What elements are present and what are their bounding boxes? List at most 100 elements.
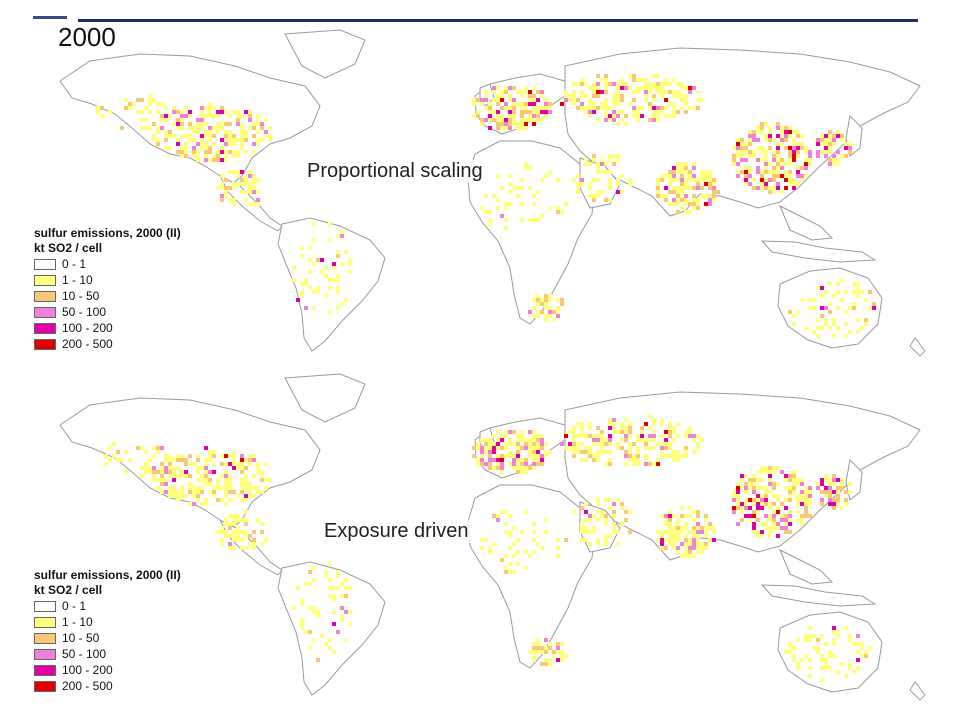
- emission-cell: [800, 522, 804, 526]
- emission-cell: [184, 134, 188, 138]
- emission-cell: [224, 490, 228, 494]
- emission-cell: [336, 574, 340, 578]
- emission-cell: [604, 170, 608, 174]
- emission-cell: [524, 550, 528, 554]
- emission-cell: [636, 110, 640, 114]
- emission-cell: [160, 466, 164, 470]
- legend-class-label: 50 - 100: [62, 305, 107, 319]
- legend-class: 0 - 1: [34, 598, 181, 614]
- emission-cell: [612, 162, 616, 166]
- emission-cell: [596, 510, 600, 514]
- emission-cell: [700, 550, 704, 554]
- emission-cell: [192, 130, 196, 134]
- emission-cell: [672, 106, 676, 110]
- emission-cell: [656, 74, 660, 78]
- emission-cell: [772, 482, 776, 486]
- emission-cell: [248, 186, 252, 190]
- emission-cell: [756, 502, 760, 506]
- emission-cell: [600, 106, 604, 110]
- emission-cell: [832, 482, 836, 486]
- emission-cell: [760, 498, 764, 502]
- legend-class: 100 - 200: [34, 662, 181, 678]
- emission-cell: [684, 546, 688, 550]
- emission-cell: [672, 458, 676, 462]
- emission-cell: [540, 462, 544, 466]
- emission-cell: [580, 442, 584, 446]
- emission-cell: [616, 82, 620, 86]
- emission-cell: [736, 146, 740, 150]
- emission-cell: [236, 494, 240, 498]
- emission-cell: [220, 462, 224, 466]
- emission-cell: [736, 162, 740, 166]
- emission-cell: [508, 106, 512, 110]
- emission-cell: [644, 82, 648, 86]
- emission-cell: [816, 150, 820, 154]
- emission-cell: [680, 530, 684, 534]
- emission-cell: [228, 122, 232, 126]
- emission-cell: [580, 422, 584, 426]
- emission-cell: [772, 522, 776, 526]
- emission-cell: [520, 118, 524, 122]
- emission-cell: [220, 138, 224, 142]
- emission-cell: [544, 662, 548, 666]
- legend-swatch: [34, 274, 56, 286]
- emission-cell: [592, 90, 596, 94]
- emission-cell: [616, 114, 620, 118]
- emission-cell: [768, 146, 772, 150]
- emission-cell: [860, 646, 864, 650]
- emission-cell: [296, 298, 300, 302]
- emission-cell: [816, 646, 820, 650]
- emission-cell: [500, 94, 504, 98]
- emission-cell: [328, 278, 332, 282]
- emission-cell: [596, 458, 600, 462]
- emission-cell: [164, 138, 168, 142]
- emission-cell: [136, 98, 140, 102]
- emission-cell: [224, 474, 228, 478]
- emission-cell: [760, 158, 764, 162]
- emission-cell: [292, 278, 296, 282]
- emission-cell: [620, 118, 624, 122]
- emission-cell: [836, 486, 840, 490]
- emission-cell: [848, 150, 852, 154]
- emission-cell: [232, 454, 236, 458]
- emission-cell: [240, 478, 244, 482]
- emission-cell: [204, 470, 208, 474]
- emission-cell: [756, 510, 760, 514]
- emission-cell: [828, 158, 832, 162]
- emission-cell: [668, 422, 672, 426]
- emission-cell: [540, 434, 544, 438]
- emission-cell: [824, 154, 828, 158]
- emission-cell: [504, 434, 508, 438]
- emission-cell: [696, 446, 700, 450]
- emission-cell: [788, 486, 792, 490]
- emission-cell: [548, 110, 552, 114]
- emission-cell: [748, 506, 752, 510]
- emission-cell: [300, 618, 304, 622]
- emission-cell: [596, 542, 600, 546]
- emission-cell: [664, 538, 668, 542]
- emission-cell: [188, 486, 192, 490]
- emission-cell: [164, 470, 168, 474]
- emission-cell: [820, 482, 824, 486]
- emission-cell: [536, 446, 540, 450]
- emission-cell: [548, 170, 552, 174]
- emission-cell: [484, 446, 488, 450]
- emission-cell: [144, 470, 148, 474]
- emission-cell: [612, 114, 616, 118]
- emission-cell: [616, 182, 620, 186]
- emission-cell: [776, 506, 780, 510]
- emission-cell: [184, 114, 188, 118]
- emission-cell: [172, 486, 176, 490]
- emission-cell: [640, 78, 644, 82]
- emission-cell: [764, 182, 768, 186]
- emission-cell: [612, 82, 616, 86]
- emission-cell: [660, 106, 664, 110]
- emission-cell: [552, 310, 556, 314]
- emission-cell: [244, 198, 248, 202]
- emission-cell: [792, 314, 796, 318]
- emission-cell: [500, 466, 504, 470]
- emission-cell: [564, 98, 568, 102]
- emission-cell: [808, 306, 812, 310]
- emission-cell: [220, 174, 224, 178]
- emission-cell: [228, 482, 232, 486]
